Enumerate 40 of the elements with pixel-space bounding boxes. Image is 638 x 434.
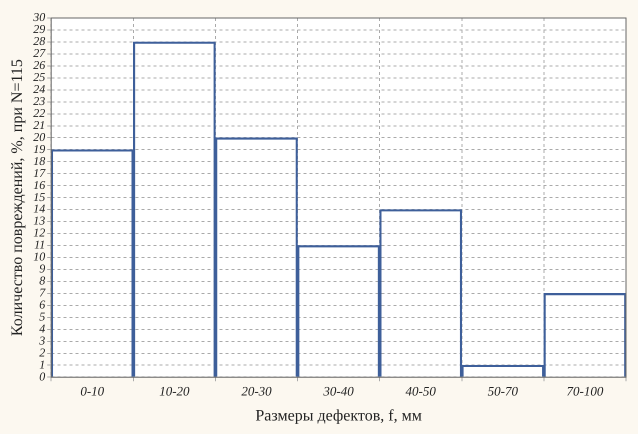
y-tick-label: 20 bbox=[33, 130, 46, 144]
x-axis-title: Размеры дефектов, f, мм bbox=[255, 408, 422, 425]
y-tick-label: 25 bbox=[33, 70, 46, 84]
y-tick-label: 19 bbox=[33, 142, 46, 156]
y-tick-label: 15 bbox=[33, 190, 46, 204]
y-tick-label: 4 bbox=[39, 321, 46, 336]
y-tick-label: 26 bbox=[33, 58, 46, 72]
y-tick-label: 5 bbox=[39, 309, 46, 324]
x-tick-label: 50-70 bbox=[488, 383, 518, 398]
y-tick-label: 21 bbox=[33, 118, 46, 132]
y-axis-title: Количество повреждений, %, при N=115 bbox=[8, 59, 26, 336]
y-tick-label: 24 bbox=[33, 82, 46, 96]
y-tick-label: 8 bbox=[39, 274, 46, 288]
x-tick-label: 70-100 bbox=[566, 383, 604, 398]
y-tick-label: 7 bbox=[39, 286, 46, 300]
y-tick-label: 6 bbox=[39, 298, 46, 312]
y-tick-label: 17 bbox=[33, 166, 46, 180]
y-tick-label: 28 bbox=[33, 34, 46, 48]
y-tick-label: 12 bbox=[33, 226, 46, 240]
y-tick-label: 3 bbox=[38, 333, 46, 348]
y-tick-label: 0 bbox=[39, 369, 46, 384]
x-tick-label: 40-50 bbox=[406, 383, 436, 398]
y-tick-label: 30 bbox=[32, 10, 46, 24]
y-tick-label: 14 bbox=[33, 202, 46, 216]
y-tick-label: 2 bbox=[39, 345, 46, 360]
x-tick-label: 0-10 bbox=[80, 383, 105, 398]
y-tick-label: 23 bbox=[33, 94, 46, 108]
y-tick-label: 16 bbox=[33, 178, 46, 192]
y-tick-label: 1 bbox=[39, 357, 46, 372]
x-tick-label: 20-30 bbox=[241, 383, 272, 398]
y-tick-label: 9 bbox=[39, 262, 46, 276]
x-tick-label: 30-40 bbox=[322, 383, 354, 398]
x-tick-label: 10-20 bbox=[159, 383, 190, 398]
y-tick-label: 18 bbox=[33, 154, 46, 168]
y-tick-label: 29 bbox=[33, 22, 46, 36]
y-tick-label: 22 bbox=[33, 106, 46, 120]
y-tick-label: 10 bbox=[33, 250, 46, 264]
y-tick-label: 13 bbox=[33, 214, 46, 228]
y-tick-label: 11 bbox=[34, 238, 46, 252]
y-tick-label: 27 bbox=[33, 46, 46, 60]
